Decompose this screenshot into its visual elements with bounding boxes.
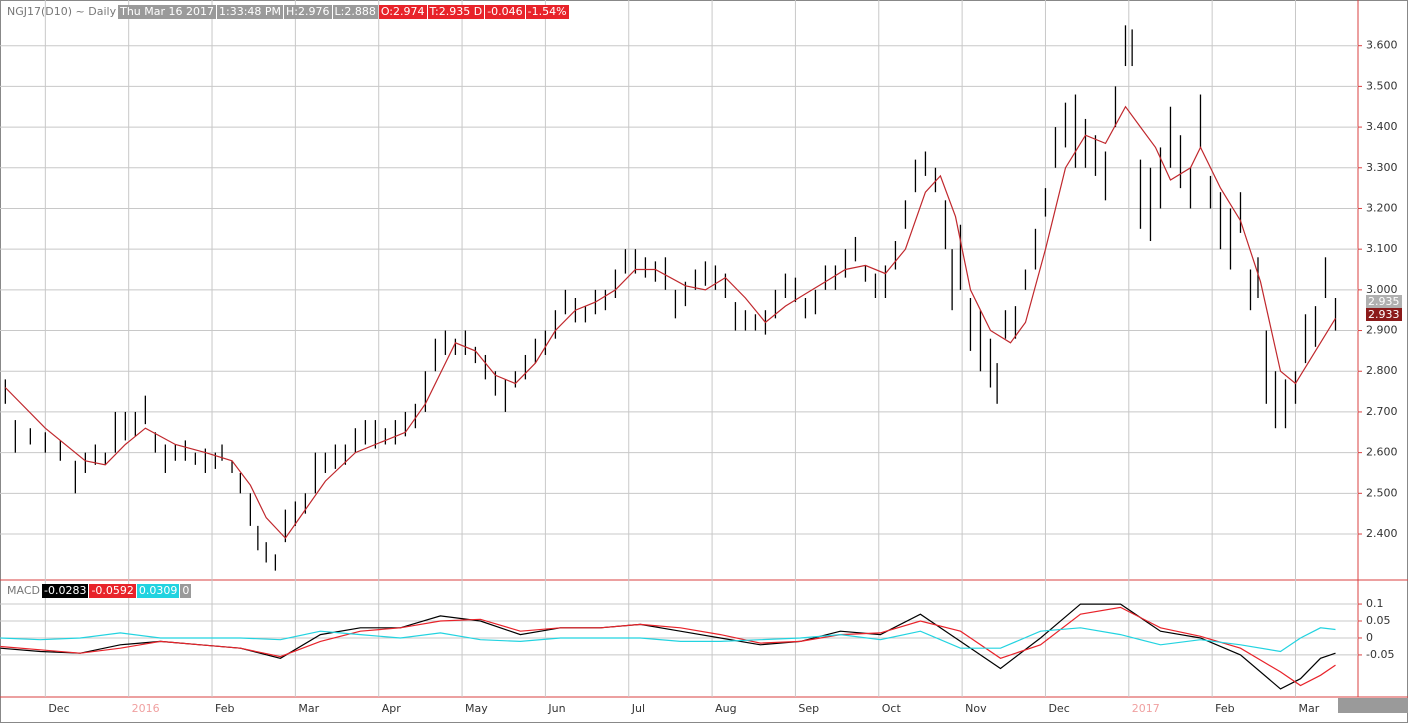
- x-tick-label: Dec: [1048, 702, 1069, 715]
- header: NGJ17(D10) ~ Daily Thu Mar 16 2017 1:33:…: [5, 5, 570, 19]
- ma-price-tag: 2.933: [1366, 308, 1402, 321]
- y-tick-label: 0: [1366, 631, 1373, 644]
- y-tick-label: -0.05: [1366, 648, 1394, 661]
- header-time: 1:33:48 PM: [217, 5, 284, 19]
- header-date: Thu Mar 16 2017: [118, 5, 216, 19]
- x-tick-label: Mar: [1298, 702, 1319, 715]
- signal-value: -0.0592: [89, 584, 136, 598]
- scrollbar: [1338, 698, 1408, 713]
- quote-change: -0.046: [485, 5, 525, 19]
- header-low: L:2.888: [332, 5, 378, 19]
- header-high: H:2.976: [284, 5, 332, 19]
- x-tick-label: May: [465, 702, 488, 715]
- y-tick-label: 3.600: [1366, 39, 1398, 52]
- x-tick-label: Apr: [382, 702, 402, 715]
- y-tick-label: 2.500: [1366, 486, 1398, 499]
- y-tick-label: 0.1: [1366, 597, 1384, 610]
- quote-percent: -1.54%: [525, 5, 569, 19]
- y-tick-label: 2.700: [1366, 405, 1398, 418]
- x-tick-label: Aug: [715, 702, 736, 715]
- y-tick-label: 3.400: [1366, 120, 1398, 133]
- y-tick-label: 3.100: [1366, 242, 1398, 255]
- y-tick-label: 2.400: [1366, 527, 1398, 540]
- macd-value: -0.0283: [41, 584, 89, 598]
- macd-line: [0, 627, 1336, 653]
- y-tick-label: 3.300: [1366, 161, 1398, 174]
- quote-last: T:2.935 D: [427, 5, 485, 19]
- symbol: NGJ17(D10) ~ Daily: [7, 5, 117, 18]
- x-tick-label: Dec: [48, 702, 69, 715]
- hist-value: 0.0309: [136, 584, 180, 598]
- y-tick-label: 3.500: [1366, 79, 1398, 92]
- x-tick-label: 2017: [1132, 702, 1160, 715]
- x-tick-label: Jul: [631, 702, 645, 715]
- x-tick-label: Oct: [882, 702, 902, 715]
- macd-legend: MACD -0.0283 -0.0592 0.0309 0: [5, 584, 192, 598]
- x-tick-label: 2016: [132, 702, 160, 715]
- y-tick-label: 0.05: [1366, 614, 1391, 627]
- macd-line: [0, 606, 1336, 687]
- moving-average: [4, 105, 1337, 540]
- x-tick-label: Mar: [298, 702, 319, 715]
- y-tick-label: 3.200: [1366, 201, 1398, 214]
- y-tick-label: 2.600: [1366, 446, 1398, 459]
- quote-open: O:2.974: [378, 5, 427, 19]
- x-tick-label: Nov: [965, 702, 987, 715]
- y-tick-label: 3.000: [1366, 283, 1398, 296]
- zero-value: 0: [180, 584, 192, 598]
- last-price-tag: 2.935: [1366, 295, 1402, 308]
- x-tick-label: Feb: [215, 702, 234, 715]
- y-tick-label: 2.900: [1366, 324, 1398, 337]
- x-tick-label: Jun: [547, 702, 565, 715]
- x-tick-label: Sep: [798, 702, 819, 715]
- x-tick-label: Feb: [1215, 702, 1234, 715]
- y-tick-label: 2.800: [1366, 364, 1398, 377]
- macd-title: MACD: [7, 584, 40, 597]
